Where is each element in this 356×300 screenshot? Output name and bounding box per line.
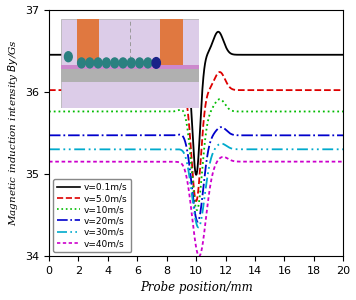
Line: v=30m/s: v=30m/s	[49, 144, 344, 227]
v=0.1m/s	[341, 53, 346, 57]
v=5.0m/s	[336, 88, 340, 92]
v=5.0m/s	[98, 88, 102, 92]
Line: v=0.1m/s: v=0.1m/s	[49, 32, 344, 175]
v=0.1m/s	[216, 30, 220, 34]
v=30m/s	[98, 148, 102, 151]
v=10m/s	[47, 110, 51, 113]
v=40m/s	[341, 160, 346, 164]
v=0.1m/s	[304, 53, 308, 57]
v=40m/s	[160, 160, 164, 164]
v=30m/s	[47, 148, 51, 151]
v=40m/s	[336, 160, 340, 164]
v=5.0m/s	[80, 88, 85, 92]
v=40m/s	[173, 160, 177, 164]
v=10m/s	[160, 110, 164, 113]
v=5.0m/s	[160, 88, 164, 92]
v=40m/s	[47, 160, 51, 164]
v=30m/s	[196, 226, 200, 229]
v=30m/s	[173, 148, 177, 151]
v=20m/s	[219, 125, 223, 129]
Line: v=20m/s: v=20m/s	[49, 127, 344, 222]
Line: v=10m/s: v=10m/s	[49, 99, 344, 210]
v=20m/s	[195, 220, 200, 224]
v=20m/s	[80, 134, 85, 137]
v=10m/s	[336, 110, 340, 113]
v=5.0m/s	[304, 88, 308, 92]
v=30m/s	[304, 148, 308, 151]
v=0.1m/s	[98, 53, 102, 57]
v=0.1m/s	[80, 53, 85, 57]
v=30m/s	[341, 148, 346, 151]
v=10m/s	[173, 110, 177, 113]
v=5.0m/s	[173, 88, 177, 91]
Line: v=40m/s: v=40m/s	[49, 157, 344, 256]
v=5.0m/s	[218, 70, 222, 74]
v=20m/s	[304, 134, 308, 137]
v=30m/s	[80, 148, 85, 151]
v=40m/s	[98, 160, 102, 164]
v=20m/s	[341, 134, 346, 137]
v=0.1m/s	[336, 53, 340, 57]
v=5.0m/s	[341, 88, 346, 92]
v=10m/s	[195, 208, 199, 212]
v=40m/s	[304, 160, 308, 164]
v=10m/s	[98, 110, 102, 113]
v=40m/s	[197, 254, 201, 258]
v=20m/s	[336, 134, 340, 137]
v=30m/s	[336, 148, 340, 151]
v=0.1m/s	[160, 53, 164, 57]
Y-axis label: Magnetic induction intensity $By$/Gs: Magnetic induction intensity $By$/Gs	[6, 39, 20, 226]
v=20m/s	[47, 134, 51, 137]
Line: v=5.0m/s: v=5.0m/s	[49, 72, 344, 201]
v=40m/s	[80, 160, 85, 164]
v=0.1m/s	[194, 173, 198, 177]
v=5.0m/s	[47, 88, 51, 92]
v=10m/s	[218, 98, 222, 101]
v=10m/s	[80, 110, 85, 113]
X-axis label: Probe position/mm: Probe position/mm	[140, 281, 252, 294]
v=0.1m/s	[47, 53, 51, 57]
v=30m/s	[160, 148, 164, 151]
v=40m/s	[221, 155, 225, 159]
v=20m/s	[160, 134, 164, 137]
v=10m/s	[304, 110, 308, 113]
v=0.1m/s	[173, 41, 177, 45]
Legend: v=0.1m/s, v=5.0m/s, v=10m/s, v=20m/s, v=30m/s, v=40m/s: v=0.1m/s, v=5.0m/s, v=10m/s, v=20m/s, v=…	[53, 179, 131, 252]
v=5.0m/s	[194, 199, 198, 203]
v=10m/s	[341, 110, 346, 113]
v=20m/s	[98, 134, 102, 137]
v=30m/s	[219, 142, 224, 146]
v=20m/s	[173, 134, 177, 137]
